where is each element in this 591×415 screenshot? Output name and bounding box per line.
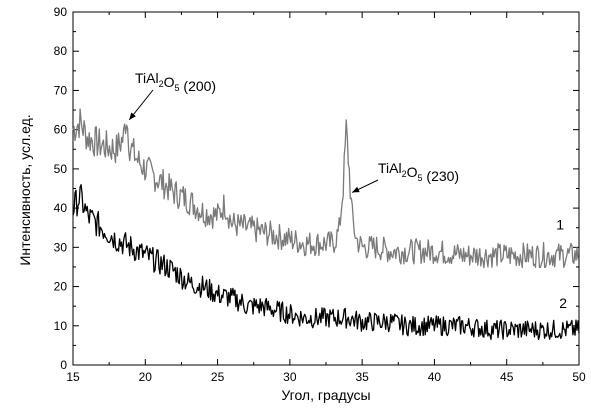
plot-frame [72,11,580,366]
y-tick-label: 60 [54,123,68,137]
x-tick-label: 50 [572,370,586,384]
y-tick-label: 50 [54,162,68,176]
series-2-label: 2 [559,295,567,311]
x-tick-label: 40 [428,370,442,384]
y-tick-label: 0 [60,358,67,372]
y-tick-label: 40 [54,201,68,215]
y-tick-label: 30 [54,240,68,254]
x-tick-label: 20 [139,370,153,384]
series-1-line [72,108,580,269]
series-2-line [72,184,580,341]
axes: 15 20 25 30 35 40 45 50 0 10 20 30 40 50 60 70 80 90 [54,5,586,384]
y-tick-label: 90 [54,5,68,19]
x-tick-label: 15 [66,370,80,384]
annotation-layer: TiAl2O5 (200) TiAl2O5 (230) [128,70,459,193]
peak-arrowhead-2 [352,186,360,193]
y-tick-label: 70 [54,83,68,97]
x-tick-label: 25 [211,370,225,384]
peak-arrowhead-1 [129,112,136,120]
y-tick-label: 80 [54,44,68,58]
x-tick-label: 45 [500,370,514,384]
y-tick-label: 20 [54,280,68,294]
series-1-label: 1 [556,217,564,233]
y-tick-label: 10 [54,319,68,333]
y-axis-title: Интенсивность, усл.ед. [17,114,33,265]
x-axis-title: Угол, градусы [281,387,370,403]
x-tick-label: 30 [283,370,297,384]
peak-label-1: TiAl2O5 (200) [135,70,216,94]
x-tick-label: 35 [355,370,369,384]
series-layer: 12 [72,108,580,341]
peak-label-2: TiAl2O5 (230) [378,160,459,184]
